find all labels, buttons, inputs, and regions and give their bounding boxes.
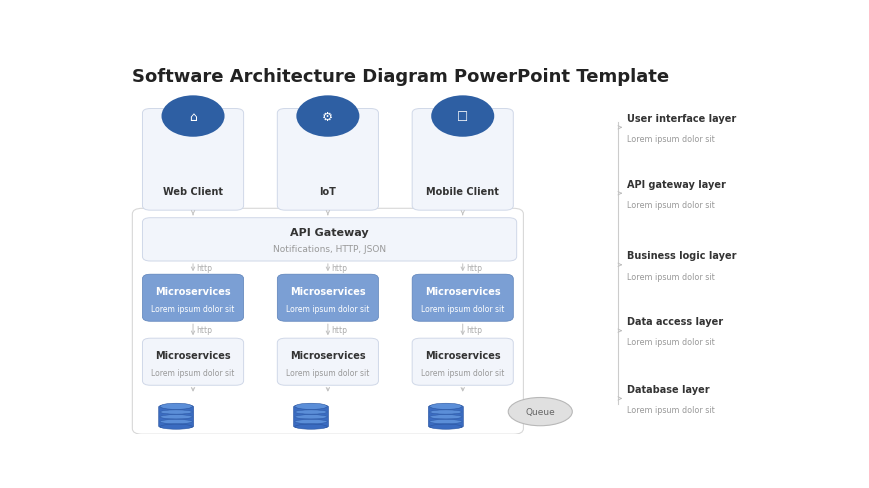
Text: Microservices: Microservices	[289, 286, 365, 297]
Text: http: http	[331, 264, 347, 272]
Text: User interface layer: User interface layer	[626, 114, 735, 123]
Ellipse shape	[160, 415, 192, 419]
FancyBboxPatch shape	[412, 339, 513, 386]
Ellipse shape	[162, 96, 224, 138]
Text: Web Client: Web Client	[163, 187, 222, 197]
FancyBboxPatch shape	[277, 275, 378, 322]
Ellipse shape	[296, 96, 359, 138]
FancyBboxPatch shape	[277, 109, 378, 211]
Text: Microservices: Microservices	[424, 350, 500, 361]
FancyBboxPatch shape	[143, 275, 243, 322]
Ellipse shape	[295, 420, 327, 424]
Text: Database layer: Database layer	[626, 384, 708, 394]
Ellipse shape	[295, 424, 327, 429]
Ellipse shape	[429, 415, 461, 419]
FancyBboxPatch shape	[293, 406, 328, 427]
Text: Queue: Queue	[525, 407, 554, 416]
FancyBboxPatch shape	[412, 109, 513, 211]
Ellipse shape	[295, 410, 327, 414]
Ellipse shape	[295, 415, 327, 419]
Text: Microservices: Microservices	[289, 350, 365, 361]
Text: ⚙: ⚙	[322, 110, 333, 123]
Ellipse shape	[429, 410, 461, 414]
Text: Lorem ipsum dolor sit: Lorem ipsum dolor sit	[421, 368, 504, 377]
Text: http: http	[196, 325, 212, 335]
Text: Lorem ipsum dolor sit: Lorem ipsum dolor sit	[626, 338, 713, 347]
Text: Lorem ipsum dolor sit: Lorem ipsum dolor sit	[421, 304, 504, 313]
FancyBboxPatch shape	[143, 218, 516, 262]
Ellipse shape	[160, 420, 192, 424]
Text: ⌂: ⌂	[189, 110, 196, 123]
Ellipse shape	[507, 398, 572, 426]
Text: http: http	[196, 264, 212, 272]
Ellipse shape	[160, 410, 192, 414]
Text: Mobile Client: Mobile Client	[426, 187, 499, 197]
Text: Lorem ipsum dolor sit: Lorem ipsum dolor sit	[286, 368, 369, 377]
FancyBboxPatch shape	[428, 406, 463, 427]
Text: ☐: ☐	[456, 110, 468, 123]
Text: Lorem ipsum dolor sit: Lorem ipsum dolor sit	[626, 272, 713, 281]
FancyBboxPatch shape	[143, 339, 243, 386]
Text: http: http	[466, 325, 481, 335]
Text: Lorem ipsum dolor sit: Lorem ipsum dolor sit	[286, 304, 369, 313]
Text: Business logic layer: Business logic layer	[626, 251, 735, 261]
Text: Lorem ipsum dolor sit: Lorem ipsum dolor sit	[151, 368, 235, 377]
Text: http: http	[466, 264, 481, 272]
FancyBboxPatch shape	[143, 109, 243, 211]
Ellipse shape	[429, 420, 461, 424]
Text: http: http	[331, 325, 347, 335]
Text: Microservices: Microservices	[155, 350, 230, 361]
FancyBboxPatch shape	[277, 339, 378, 386]
Text: Lorem ipsum dolor sit: Lorem ipsum dolor sit	[626, 201, 713, 209]
Ellipse shape	[160, 424, 192, 429]
Ellipse shape	[429, 424, 461, 429]
FancyBboxPatch shape	[158, 406, 194, 427]
Text: Data access layer: Data access layer	[626, 317, 722, 326]
Text: Notifications, HTTP, JSON: Notifications, HTTP, JSON	[273, 244, 386, 253]
Text: Microservices: Microservices	[155, 286, 230, 297]
Text: API Gateway: API Gateway	[290, 228, 368, 238]
Ellipse shape	[295, 404, 327, 409]
Text: Lorem ipsum dolor sit: Lorem ipsum dolor sit	[626, 135, 713, 144]
Ellipse shape	[160, 404, 192, 409]
Text: IoT: IoT	[319, 187, 336, 197]
Ellipse shape	[431, 96, 494, 138]
Text: Lorem ipsum dolor sit: Lorem ipsum dolor sit	[626, 406, 713, 414]
Ellipse shape	[429, 404, 461, 409]
Text: API gateway layer: API gateway layer	[626, 180, 725, 189]
Text: Lorem ipsum dolor sit: Lorem ipsum dolor sit	[151, 304, 235, 313]
FancyBboxPatch shape	[412, 275, 513, 322]
Text: Microservices: Microservices	[424, 286, 500, 297]
Text: Software Architecture Diagram PowerPoint Template: Software Architecture Diagram PowerPoint…	[132, 68, 669, 86]
